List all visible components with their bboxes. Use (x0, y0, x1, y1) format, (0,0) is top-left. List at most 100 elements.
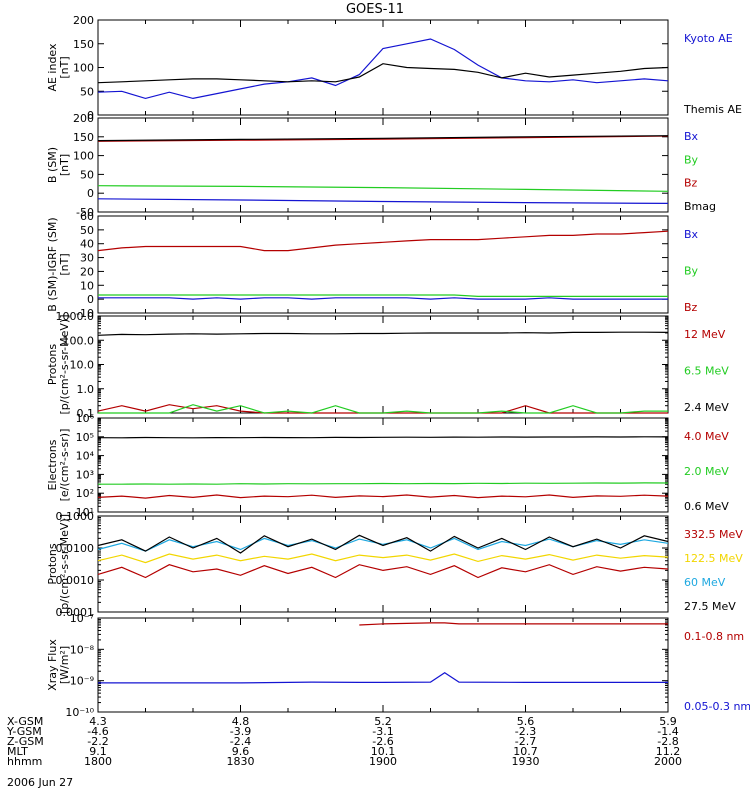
legend-label: Kyoto AE (684, 32, 733, 45)
y-axis-label: Protons (46, 344, 59, 385)
y-axis-label: B (SM)-IGRF (SM) (46, 217, 59, 311)
series-line-0-05-0-3-nm (98, 671, 668, 684)
series-line-0-6-mev (97, 436, 669, 439)
panel-bsm: -50 0 50 100 150 200 B (SM) [nT] Bx By Bz Bmag (46, 112, 716, 219)
y-tick-label: 0.0010 (56, 574, 95, 587)
orbit-cell: -2.3 (515, 725, 536, 738)
orbit-cell: -4.6 (87, 725, 108, 738)
y-tick-label: 10³ (76, 468, 94, 481)
series-line-by (98, 294, 668, 297)
y-tick-label: 40 (80, 238, 94, 251)
legend-label: Bz (684, 177, 698, 190)
orbit-row-label: hhmm (7, 755, 42, 768)
y-tick-label: 0 (87, 187, 94, 200)
series-line-bz (97, 230, 669, 252)
y-tick-label: -10 (76, 307, 94, 320)
orbit-cell: 5.2 (374, 715, 392, 728)
legend-label: Bx (684, 228, 699, 241)
panel-frame (97, 617, 669, 713)
orbit-cell: 1900 (369, 755, 397, 768)
y-axis-label: AE index (46, 43, 59, 92)
y-tick-label: 0.1000 (56, 510, 95, 523)
legend-label: Bx (684, 130, 699, 143)
y-axis-label: [nT] (58, 154, 71, 176)
orbit-cell: 10.7 (513, 745, 538, 758)
y-tick-label: 60 (80, 210, 94, 223)
orbit-cell: 4.3 (89, 715, 107, 728)
series-line-bmag (97, 135, 669, 142)
legend-label: 332.5 MeV (684, 528, 743, 541)
legend-label: 122.5 MeV (684, 552, 743, 565)
panel-frame (97, 515, 669, 613)
y-axis-label: [p/(cm²-s-sr-MeV)] (58, 514, 71, 614)
figure-title: GOES-11 (346, 2, 404, 17)
y-tick-label: 10.0 (70, 359, 95, 372)
y-tick-label: 100 (73, 150, 94, 163)
series-line-332-5-mev (97, 564, 669, 579)
orbit-cell: 9.6 (232, 745, 250, 758)
panel-frame (97, 315, 669, 414)
series-line-bx (98, 297, 668, 300)
y-tick-label: 10⁻⁹ (70, 675, 94, 688)
y-tick-label: 10⁻¹⁰ (65, 706, 94, 719)
series-line-2-4-mev (97, 331, 669, 336)
y-tick-label: 20 (80, 265, 94, 278)
y-tick-label: 10⁶ (76, 412, 95, 425)
orbit-cell: 2000 (654, 755, 682, 768)
panel-protons_high: 0.0001 0.0010 0.0100 0.1000 Protons [p/(cm²-s… (46, 510, 743, 619)
y-axis-label: [e/(cm²-s-sr)] (58, 429, 71, 502)
y-tick-label: 100.0 (63, 334, 95, 347)
y-tick-label: 10⁻⁸ (70, 643, 95, 656)
y-tick-label: 50 (80, 168, 94, 181)
series-line-0-1-0-8-nm (359, 622, 668, 626)
orbit-cell: -2.2 (87, 735, 108, 748)
orbit-cell: 1830 (227, 755, 255, 768)
series-line-bx (97, 198, 669, 204)
y-axis-label: [nT] (58, 56, 71, 78)
orbit-cell: 11.2 (656, 745, 681, 758)
legend-label: 27.5 MeV (684, 600, 736, 613)
y-axis-label: [W/m²] (58, 646, 71, 684)
y-tick-label: 100 (73, 62, 94, 75)
series-line-60-mev (97, 537, 669, 552)
y-tick-label: 150 (73, 131, 94, 144)
y-tick-label: 10 (80, 279, 94, 292)
series-line-2-0-mev (98, 482, 669, 485)
orbit-cell: -2.4 (230, 735, 251, 748)
orbit-cell: -3.1 (372, 725, 393, 738)
series-line-6-5-mev (98, 404, 668, 414)
y-tick-label: -50 (76, 206, 94, 219)
y-tick-label: 10⁻⁷ (70, 612, 94, 625)
legend-label: By (684, 265, 699, 278)
y-tick-label: 1.0 (77, 383, 95, 396)
legend-label: Bz (684, 301, 698, 314)
series-line-kyoto-ae (97, 38, 669, 100)
y-tick-label: 30 (80, 252, 94, 265)
panel-frame (97, 117, 669, 213)
orbit-row-label: X-GSM (7, 715, 43, 728)
legend-label: 0.05-0.3 nm (684, 700, 750, 713)
y-axis-label: B (SM) (46, 147, 59, 183)
legend-label: 60 MeV (684, 576, 726, 589)
legend-label: 0.1-0.8 nm (684, 630, 744, 643)
y-axis-label: Electrons (46, 439, 59, 490)
y-tick-label: 50 (80, 85, 94, 98)
y-tick-label: 10⁴ (76, 450, 95, 463)
y-tick-label: 0 (87, 293, 94, 306)
series-line-by (97, 185, 669, 192)
y-tick-label: 200 (73, 14, 94, 27)
y-tick-label: 10² (76, 487, 94, 500)
series-line-themis-ae (97, 63, 669, 84)
orbit-cell: -2.8 (657, 735, 678, 748)
orbit-row-label: MLT (7, 745, 28, 758)
orbit-cell: 1800 (84, 755, 112, 768)
y-tick-label: 0.0100 (56, 542, 95, 555)
y-tick-label: 0 (87, 109, 94, 122)
orbit-row-label: Z-GSM (7, 735, 44, 748)
series-line-122-5-mev (97, 553, 669, 564)
legend-label: Bmag (684, 200, 716, 213)
